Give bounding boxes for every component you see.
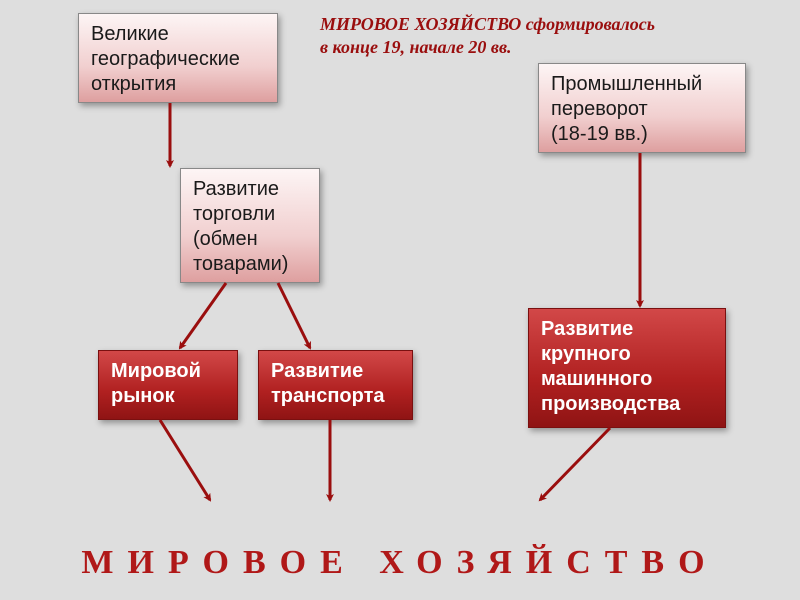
box-transport-line: транспорта [271,385,385,407]
box-transport: Развитие транспорта [258,350,413,420]
arrow-4 [160,420,210,500]
box-industrial-line: Промышленный [551,73,702,95]
box-trade-line: (обмен [193,228,258,250]
box-market-line: Мировой [111,360,201,382]
box-machine: Развитие крупного машинного производства [528,308,726,428]
box-machine-line: Развитие [541,318,633,340]
box-geo-line: открытия [91,73,176,95]
box-market-line: рынок [111,385,175,407]
box-machine-line: крупного [541,343,631,365]
box-machine-line: машинного [541,368,652,390]
header-line1: МИРОВОЕ ХОЗЯЙСТВО сформировалось [320,14,655,34]
box-trade-line: Развитие [193,178,279,200]
box-industrial-line: (18-19 вв.) [551,123,648,145]
box-industrial-line: переворот [551,98,648,120]
box-trade-line: товарами) [193,253,288,275]
box-geo: Великие географические открытия [78,13,278,103]
box-trade-line: торговли [193,203,275,225]
box-machine-line: производства [541,393,680,415]
box-geo-line: Великие [91,23,169,45]
box-market: Мировой рынок [98,350,238,420]
box-trade: Развитие торговли (обмен товарами) [180,168,320,283]
arrow-1 [180,283,226,348]
box-transport-line: Развитие [271,360,363,382]
header-line2: в конце 19, начале 20 вв. [320,37,512,57]
arrow-6 [540,428,610,500]
box-geo-line: географические [91,48,240,70]
box-industrial: Промышленный переворот (18-19 вв.) [538,63,746,153]
header-caption: МИРОВОЕ ХОЗЯЙСТВО сформировалось в конце… [320,13,655,60]
bottom-title: МИРОВОЕ ХОЗЯЙСТВО [0,544,800,582]
arrow-2 [278,283,310,348]
